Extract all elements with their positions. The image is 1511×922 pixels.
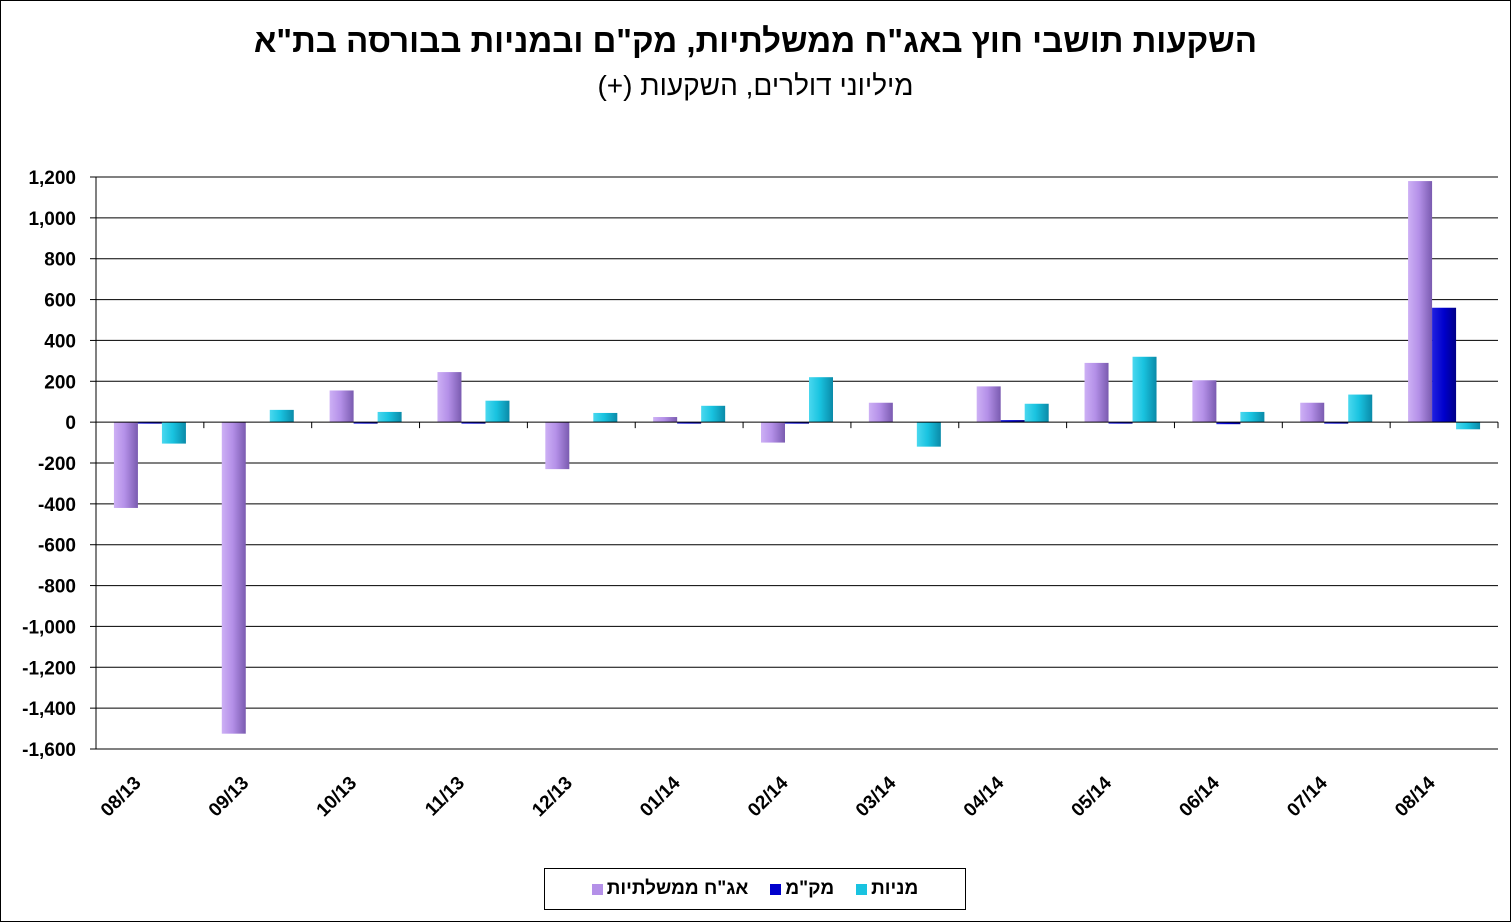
bar-series-2-03-14	[916, 422, 941, 447]
bar-series-0-10-13	[329, 390, 354, 423]
y-tick-label: -1,000	[22, 617, 76, 638]
x-tick-label: 02/14	[744, 772, 793, 821]
chart-title: השקעות תושבי חוץ באג"ח ממשלתיות, מק"ם וב…	[253, 22, 1258, 59]
bar-series-0-05-14	[1084, 362, 1109, 423]
x-tick-label: 07/14	[1283, 772, 1332, 821]
legend-label-government-bonds: אג"ח ממשלתיות	[606, 878, 749, 899]
y-tick-label: 400	[44, 331, 76, 352]
chart-subtitle: מיליוני דולרים, השקעות (+)	[597, 70, 914, 101]
bar-series-1-06-14	[1216, 422, 1241, 425]
y-tick-label: -800	[38, 577, 76, 598]
y-tick-label: -200	[38, 454, 76, 475]
bar-series-2-06-14	[1240, 411, 1265, 423]
bar-series-1-08-14	[1432, 307, 1457, 423]
legend-item-stocks: מניות	[856, 878, 918, 900]
x-tick-label: 10/13	[313, 773, 361, 821]
y-tick-label: -1,400	[22, 699, 76, 720]
y-tick-label: -1,200	[22, 658, 76, 679]
bar-series-2-05-14	[1132, 356, 1157, 423]
bar-series-1-04-14	[1000, 420, 1025, 423]
x-tick-label: 04/14	[960, 772, 1009, 821]
bar-series-0-04-14	[976, 386, 1001, 423]
bar-series-0-12-13	[545, 422, 570, 470]
bar-series-0-08-14	[1408, 181, 1433, 423]
bar-series-2-08-14	[1456, 422, 1481, 430]
x-tick-labels: 08/13 09/13 10/13 11/13 12/13 01/14 02/14 03/14…	[97, 772, 1440, 821]
x-tick-label: 11/13	[421, 773, 469, 821]
bar-series-0-08-13	[113, 422, 138, 508]
legend-item-makam: מק"מ	[770, 878, 834, 900]
legend-swatch-makam	[770, 883, 782, 895]
bars	[113, 181, 1481, 734]
bar-series-2-01-14	[701, 405, 726, 423]
legend-label-makam: מק"מ	[785, 878, 835, 899]
bar-series-0-09-13	[221, 422, 246, 734]
bar-series-0-01-14	[653, 417, 678, 423]
bar-series-0-06-14	[1192, 380, 1217, 423]
legend-item-government-bonds: אג"ח ממשלתיות	[591, 878, 749, 900]
bar-series-1-05-14	[1108, 422, 1133, 424]
bar-series-1-07-14	[1324, 422, 1349, 424]
axes	[90, 176, 1499, 750]
x-tick-label: 05/14	[1068, 772, 1117, 821]
bar-series-2-04-14	[1024, 403, 1049, 423]
legend: אג"ח ממשלתיות מק"מ מניות	[544, 868, 966, 910]
legend-swatch-stocks	[856, 883, 868, 895]
y-tick-label: -600	[38, 536, 76, 557]
bar-series-1-01-14	[677, 422, 702, 424]
bar-series-2-09-13	[269, 409, 294, 423]
y-tick-label: 1,200	[28, 168, 76, 189]
bar-series-0-07-14	[1300, 402, 1325, 423]
x-tick-label: 06/14	[1175, 772, 1224, 821]
legend-label-stocks: מניות	[871, 878, 919, 899]
y-tick-label: 600	[44, 291, 76, 312]
bar-series-0-03-14	[868, 402, 893, 423]
y-tick-label: -400	[38, 495, 76, 516]
x-tick-label: 03/14	[852, 772, 901, 821]
x-tick-label: 01/14	[636, 772, 685, 821]
bar-series-2-07-14	[1348, 394, 1373, 423]
bar-series-1-11-13	[461, 422, 486, 424]
bar-series-2-10-13	[377, 411, 402, 423]
bar-series-1-08-13	[137, 422, 162, 424]
x-tick-label: 12/13	[528, 773, 576, 821]
gridlines	[96, 176, 1498, 750]
y-tick-labels: 1,200 1,000 800 600 400 200 0 -200 -400 -600 -800 -…	[22, 168, 76, 761]
y-tick-label: 1,000	[28, 209, 76, 230]
x-tick-label: 08/14	[1391, 772, 1440, 821]
bar-series-0-11-13	[437, 372, 462, 423]
x-tick-label: 09/13	[205, 773, 253, 821]
bar-series-2-08-13	[161, 422, 186, 444]
y-tick-label: 0	[65, 413, 76, 434]
bar-series-2-11-13	[485, 400, 510, 423]
y-tick-label: 200	[44, 372, 76, 393]
bar-series-2-02-14	[809, 377, 833, 423]
bar-series-0-02-14	[761, 422, 785, 443]
bar-series-2-12-13	[593, 412, 618, 423]
y-tick-label: -1,600	[22, 740, 76, 761]
y-tick-label: 800	[44, 250, 76, 271]
legend-swatch-government-bonds	[591, 883, 603, 895]
bar-series-1-10-13	[353, 422, 378, 424]
bar-series-1-02-14	[785, 422, 809, 424]
x-tick-label: 08/13	[97, 773, 145, 821]
